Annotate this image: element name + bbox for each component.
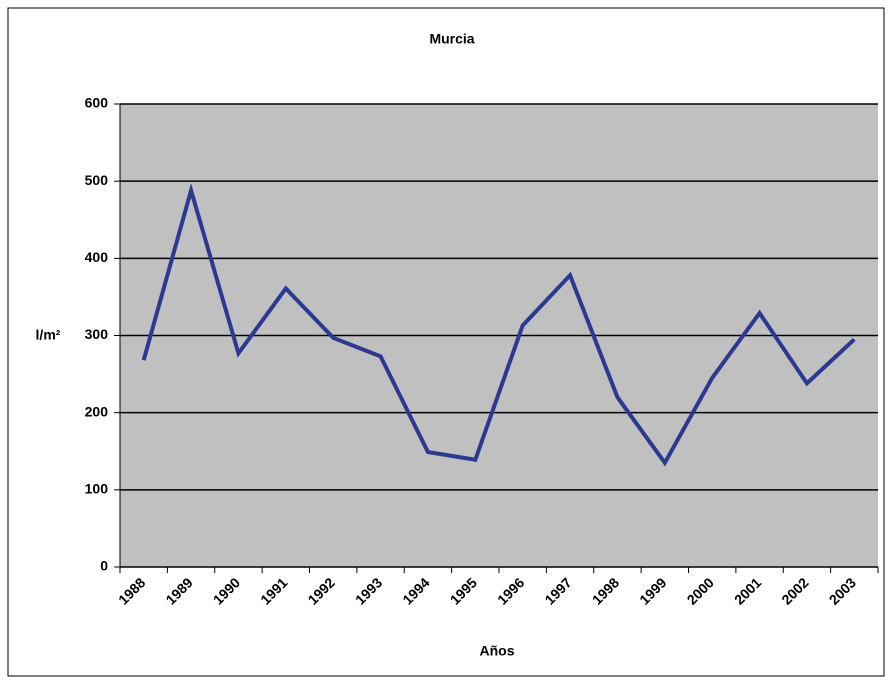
y-tick-label: 100 <box>85 481 109 497</box>
chart-title: Murcia <box>429 31 474 47</box>
y-tick-label: 500 <box>85 172 109 188</box>
y-axis-label: l/m² <box>36 327 61 343</box>
y-tick-label: 600 <box>85 95 109 111</box>
y-tick-label: 200 <box>85 403 109 419</box>
y-tick-label: 400 <box>85 249 109 265</box>
y-tick-label: 300 <box>85 326 109 342</box>
data-line <box>141 183 856 467</box>
x-axis-label: Años <box>480 643 515 659</box>
y-tick-label: 0 <box>100 558 108 574</box>
